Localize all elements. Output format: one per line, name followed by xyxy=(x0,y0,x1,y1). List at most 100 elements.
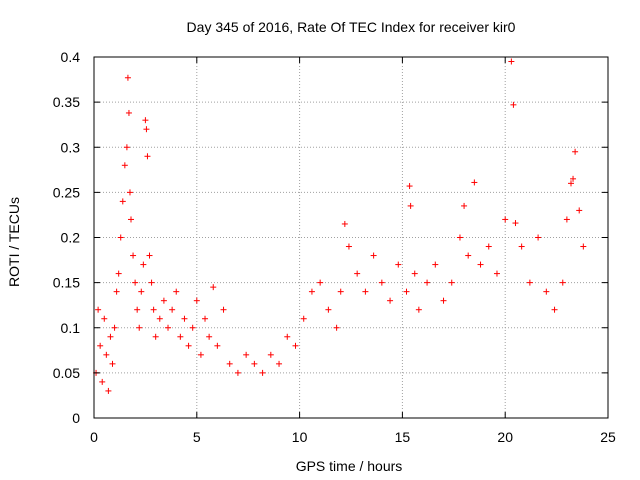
data-point xyxy=(456,234,463,241)
data-point xyxy=(570,175,577,182)
x-tick-label: 20 xyxy=(497,429,513,445)
data-point xyxy=(276,360,283,367)
data-point xyxy=(101,315,108,322)
data-point xyxy=(142,117,149,124)
y-tick-label: 0.25 xyxy=(53,184,80,200)
data-point xyxy=(115,270,122,277)
data-point xyxy=(134,306,141,313)
data-point xyxy=(210,284,217,291)
data-point xyxy=(130,252,137,259)
data-point xyxy=(113,288,120,295)
data-point xyxy=(202,315,209,322)
data-point xyxy=(259,369,266,376)
data-point xyxy=(424,279,431,286)
data-point xyxy=(535,234,542,241)
data-point xyxy=(136,324,143,331)
data-point xyxy=(173,288,180,295)
data-point xyxy=(138,288,145,295)
data-point xyxy=(362,288,369,295)
data-point xyxy=(510,101,517,108)
data-point xyxy=(406,183,413,190)
data-point xyxy=(411,270,418,277)
data-point xyxy=(185,342,192,349)
data-point xyxy=(493,270,500,277)
data-point xyxy=(156,315,163,322)
data-point xyxy=(132,279,139,286)
data-point xyxy=(119,198,126,205)
data-point xyxy=(251,360,258,367)
data-point xyxy=(214,342,221,349)
data-point xyxy=(512,220,519,227)
data-point xyxy=(325,306,332,313)
data-point xyxy=(465,252,472,259)
data-point xyxy=(111,324,118,331)
data-point xyxy=(567,180,574,187)
data-point xyxy=(354,270,361,277)
data-point xyxy=(292,342,299,349)
data-point xyxy=(559,279,566,286)
data-point xyxy=(226,360,233,367)
x-tick-label: 10 xyxy=(292,429,308,445)
data-point xyxy=(543,288,550,295)
x-tick-label: 5 xyxy=(193,429,201,445)
data-point xyxy=(300,315,307,322)
data-point xyxy=(407,202,414,209)
data-point xyxy=(109,360,116,367)
ticks-layer xyxy=(93,56,609,419)
x-tick-label: 15 xyxy=(395,429,411,445)
data-point xyxy=(518,243,525,250)
data-point xyxy=(341,220,348,227)
data-point xyxy=(193,297,200,304)
data-point xyxy=(197,351,204,358)
y-tick-label: 0.4 xyxy=(61,49,81,65)
x-tick-label: 25 xyxy=(600,429,616,445)
data-point xyxy=(103,351,110,358)
data-point xyxy=(117,234,124,241)
data-point xyxy=(169,306,176,313)
data-point xyxy=(99,378,106,385)
data-point xyxy=(189,324,196,331)
data-point xyxy=(284,333,291,340)
data-point xyxy=(576,207,583,214)
data-point xyxy=(95,306,102,313)
y-tick-label: 0.15 xyxy=(53,275,80,291)
data-point xyxy=(485,243,492,250)
data-point xyxy=(448,279,455,286)
data-point xyxy=(146,252,153,259)
data-point xyxy=(526,279,533,286)
y-tick-label: 0 xyxy=(72,410,80,426)
data-point xyxy=(121,162,128,169)
data-point xyxy=(370,252,377,259)
data-point xyxy=(563,216,570,223)
y-tick-label: 0.1 xyxy=(61,320,81,336)
labels-layer: 0 5 10 15 20 25 0 0.05 0.1 0.15 0.2 0.25 0.3 0.35 0.4 xyxy=(53,49,616,445)
data-point xyxy=(243,351,250,358)
data-point xyxy=(317,279,324,286)
points-layer xyxy=(93,58,587,394)
data-point xyxy=(177,333,184,340)
data-point xyxy=(551,306,558,313)
data-point xyxy=(508,58,515,65)
data-point xyxy=(234,369,241,376)
data-point xyxy=(181,315,188,322)
data-point xyxy=(144,153,151,160)
plot-frame xyxy=(93,56,609,419)
data-point xyxy=(206,333,213,340)
data-point xyxy=(123,144,130,151)
data-point xyxy=(502,216,509,223)
data-point xyxy=(471,179,478,186)
data-point xyxy=(403,288,410,295)
data-point xyxy=(580,243,587,250)
data-point xyxy=(477,261,484,268)
data-point xyxy=(395,261,402,268)
data-point xyxy=(107,333,114,340)
data-point xyxy=(143,126,150,133)
data-point xyxy=(165,324,172,331)
data-point xyxy=(160,297,167,304)
chart-title: Day 345 of 2016, Rate Of TEC Index for r… xyxy=(187,19,516,35)
y-tick-label: 0.05 xyxy=(53,365,80,381)
data-point xyxy=(152,333,159,340)
data-point xyxy=(337,288,344,295)
data-point xyxy=(333,324,340,331)
data-point xyxy=(97,342,104,349)
